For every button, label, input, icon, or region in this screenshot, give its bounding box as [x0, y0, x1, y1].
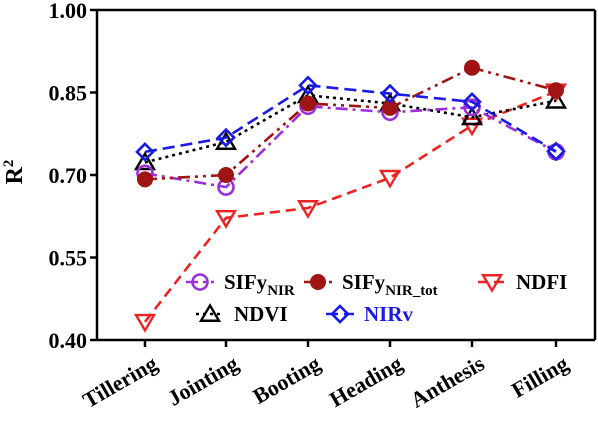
data-point-sify-nir-tot: [548, 82, 564, 99]
axes: [90, 8, 597, 347]
legend-label: NDVI: [234, 302, 288, 326]
data-point-ndvi: [133, 151, 157, 171]
series-group: [133, 59, 568, 333]
data-point-sify-nir-tot: [218, 167, 234, 183]
y-axis-label-main: R: [2, 166, 28, 184]
legend-item-ndvi: NDVI: [196, 302, 288, 326]
series-sify-nir-tot: [137, 59, 564, 188]
legend-marker: [310, 274, 326, 290]
legend-label-main: NIRv: [364, 302, 414, 326]
series-nirv: [135, 75, 566, 162]
x-tick-label-jointing: Jointing: [163, 351, 242, 411]
legend-label-main: SIFy: [342, 270, 386, 294]
y-tick-label: 0.40: [49, 328, 88, 353]
legend-item-sify-nir-tot: SIFyNIR_tot: [304, 270, 438, 299]
legend-label: SIFyNIR: [224, 270, 295, 299]
data-point-ndfi: [378, 169, 402, 189]
legend-marker: [191, 273, 209, 291]
legend-marker: [480, 274, 504, 293]
series-line-nirv: [144, 84, 557, 154]
legend-item-nirv: NIRv: [326, 302, 414, 326]
y-axis-label: R2: [1, 160, 28, 185]
legend-label-subscript: NIR_tot: [385, 283, 438, 299]
data-point-ndvi: [460, 106, 484, 126]
data-point-ndfi: [214, 209, 238, 229]
data-point-sify-nir-tot: [137, 171, 153, 188]
y-tick-label: 0.55: [49, 246, 88, 271]
legend-label: NDFI: [516, 270, 567, 294]
data-point-ndfi: [133, 313, 157, 333]
series-line-sify-nir: [144, 104, 557, 189]
legend-label-main: NDVI: [234, 302, 288, 326]
data-point-ndfi: [460, 117, 484, 137]
x-tick-labels: Tillering Jointing Booting Heading Anthesis F…: [78, 350, 572, 413]
data-point-nirv: [546, 141, 566, 162]
y-tick-label: 0.70: [49, 163, 88, 188]
data-point-ndvi: [544, 89, 568, 109]
x-tick-label-anthesis: Anthesis: [406, 350, 489, 412]
legend-label-subscript: NIR: [267, 283, 295, 299]
data-point-nirv: [462, 92, 482, 112]
data-point-nirv: [216, 127, 236, 148]
series-line-ndfi: [143, 90, 557, 323]
y-tick-label: 0.85: [49, 81, 88, 106]
data-point-nirv: [380, 83, 400, 104]
data-point-sify-nir-tot: [464, 59, 480, 76]
y-tick-labels: 0.40 0.55 0.70 0.85 1.00: [49, 0, 88, 353]
data-point-ndfi: [296, 200, 320, 219]
x-tick-label-filling: Filling: [507, 351, 572, 403]
legend-label-main: SIFy: [224, 270, 268, 294]
y-axis-label-superscript: 2: [1, 160, 17, 168]
legend-item-ndfi: NDFI: [478, 270, 567, 294]
data-point-sify-nir-tot: [300, 95, 316, 112]
legend-marker: [330, 304, 350, 324]
legend-label: NIRv: [364, 302, 414, 326]
legend-item-sify-nir: SIFyNIR: [186, 270, 295, 299]
legend-label-main: NDFI: [516, 270, 567, 294]
data-point-nirv: [298, 75, 318, 96]
y-tick-label: 1.00: [49, 0, 88, 23]
series-line-sify-nir-tot: [144, 66, 557, 181]
legend-label: SIFyNIR_tot: [342, 270, 438, 299]
data-point-nirv: [135, 142, 155, 162]
x-tick-label-tillering: Tillering: [78, 351, 161, 413]
x-tick-label-heading: Heading: [325, 351, 406, 412]
series-ndvi: [133, 84, 568, 171]
x-tick-label-booting: Booting: [248, 351, 324, 409]
legend-marker: [198, 303, 222, 322]
